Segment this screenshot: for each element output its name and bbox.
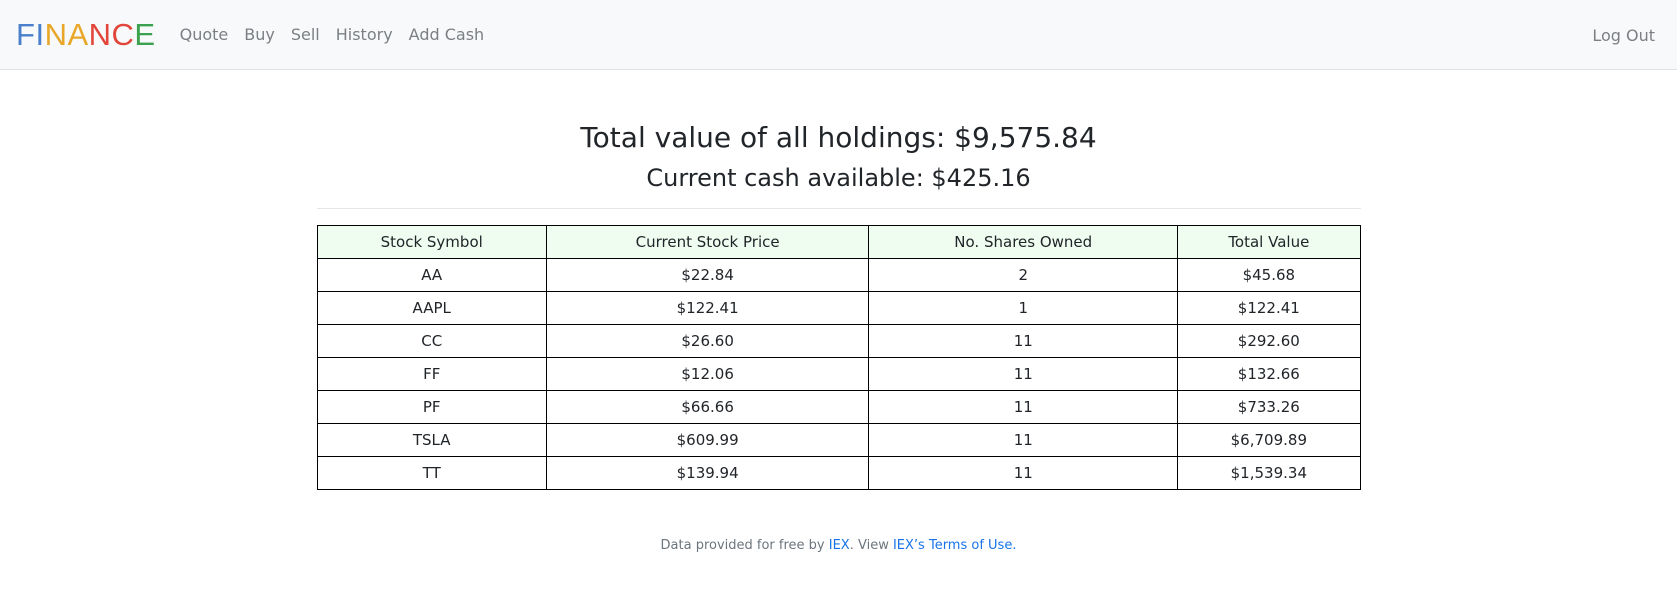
footer: Data provided for free by IEX. View IEX’… xyxy=(0,538,1677,553)
cell-symbol: AAPL xyxy=(316,291,547,325)
nav-sell-link[interactable]: Sell xyxy=(290,25,320,44)
iex-link[interactable]: IEX xyxy=(828,538,850,553)
logout-link[interactable]: Log Out xyxy=(1592,25,1655,45)
brand-letter-f: F xyxy=(16,16,36,52)
cell-shares: 11 xyxy=(868,456,1179,490)
nav-buy-link[interactable]: Buy xyxy=(244,25,275,44)
cell-symbol: FF xyxy=(316,357,547,391)
table-row: TT $139.94 11 $1,539.34 xyxy=(316,456,1361,490)
header-current-price: Current Stock Price xyxy=(545,225,870,259)
cell-total: $132.66 xyxy=(1177,357,1361,391)
cell-shares: 2 xyxy=(868,258,1179,292)
cell-price: $26.60 xyxy=(545,324,870,358)
brand-letter-n2: N xyxy=(88,16,112,52)
cell-shares: 11 xyxy=(868,357,1179,391)
cash-available-heading: Current cash available: $425.16 xyxy=(646,164,1031,192)
cell-price: $609.99 xyxy=(545,423,870,457)
cell-shares: 11 xyxy=(868,390,1179,424)
table-row: CC $26.60 11 $292.60 xyxy=(316,324,1361,358)
table-row: TSLA $609.99 11 $6,709.89 xyxy=(316,423,1361,457)
nav-add-cash-link[interactable]: Add Cash xyxy=(408,25,485,44)
brand-letter-i: I xyxy=(35,16,45,52)
cell-total: $292.60 xyxy=(1177,324,1361,358)
iex-terms-link[interactable]: IEX’s Terms of Use. xyxy=(892,538,1017,553)
brand-logo[interactable]: F I N A N C E xyxy=(16,17,156,53)
brand-letter-a: A xyxy=(67,16,89,52)
nav-quote-link[interactable]: Quote xyxy=(179,25,229,44)
holdings-table: Stock Symbol Current Stock Price No. Sha… xyxy=(316,225,1361,490)
cell-total: $122.41 xyxy=(1177,291,1361,325)
brand-letter-n: N xyxy=(44,16,68,52)
table-row: AAPL $122.41 1 $122.41 xyxy=(316,291,1361,325)
cell-price: $139.94 xyxy=(545,456,870,490)
table-row: PF $66.66 11 $733.26 xyxy=(316,390,1361,424)
cell-price: $122.41 xyxy=(545,291,870,325)
table-row: AA $22.84 2 $45.68 xyxy=(316,258,1361,292)
footer-prefix-text: Data provided for free by xyxy=(660,538,829,553)
cell-total: $733.26 xyxy=(1177,390,1361,424)
table-row: FF $12.06 11 $132.66 xyxy=(316,357,1361,391)
cell-shares: 1 xyxy=(868,291,1179,325)
main-content: Total value of all holdings: $9,575.84 C… xyxy=(316,118,1361,490)
nav-links: Quote Buy Sell History Add Cash xyxy=(180,25,501,44)
cell-price: $22.84 xyxy=(545,258,870,292)
navbar: F I N A N C E Quote Buy Sell History Add… xyxy=(0,0,1677,70)
divider xyxy=(316,208,1361,209)
cell-total: $1,539.34 xyxy=(1177,456,1361,490)
cell-symbol: AA xyxy=(316,258,547,292)
header-stock-symbol: Stock Symbol xyxy=(316,225,547,259)
cell-price: $12.06 xyxy=(545,357,870,391)
cell-shares: 11 xyxy=(868,324,1179,358)
brand-letter-c: C xyxy=(111,16,135,52)
cell-symbol: TT xyxy=(316,456,547,490)
total-holdings-heading: Total value of all holdings: $9,575.84 xyxy=(580,121,1097,154)
cell-total: $6,709.89 xyxy=(1177,423,1361,457)
cell-price: $66.66 xyxy=(545,390,870,424)
cell-total: $45.68 xyxy=(1177,258,1361,292)
nav-history-link[interactable]: History xyxy=(335,25,393,44)
nav-right: Log Out xyxy=(1592,0,1655,70)
cell-symbol: TSLA xyxy=(316,423,547,457)
cell-shares: 11 xyxy=(868,423,1179,457)
cell-symbol: PF xyxy=(316,390,547,424)
cell-symbol: CC xyxy=(316,324,547,358)
header-shares-owned: No. Shares Owned xyxy=(868,225,1179,259)
header-total-value: Total Value xyxy=(1177,225,1361,259)
footer-middle-text: . View xyxy=(849,538,893,553)
brand-letter-e: E xyxy=(134,16,156,52)
table-header-row: Stock Symbol Current Stock Price No. Sha… xyxy=(316,225,1361,259)
